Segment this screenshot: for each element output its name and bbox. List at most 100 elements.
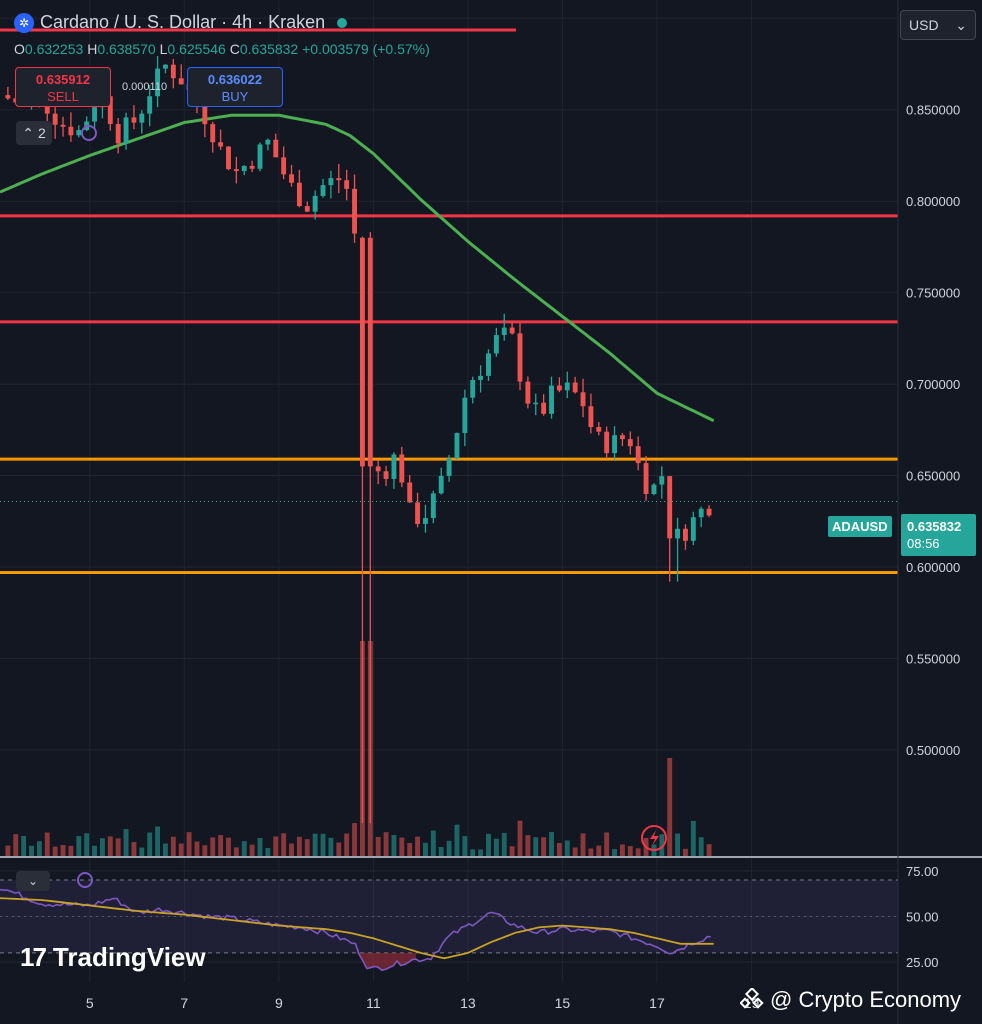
symbol-title: Cardano / U. S. Dollar · 4h · Kraken [40, 12, 326, 32]
volume-bar [462, 836, 468, 856]
volume-bar [580, 833, 586, 856]
volume-bar [501, 832, 507, 856]
moving-average-line [0, 113, 715, 423]
volume-bar [44, 832, 50, 856]
close-label: C [229, 41, 240, 57]
candle-body [438, 475, 444, 494]
candle-body [257, 144, 263, 169]
chart-header[interactable]: ✲ Cardano / U. S. Dollar · 4h · Kraken [14, 12, 348, 33]
rsi-tick-label: 75.00 [906, 864, 939, 879]
volume-bar [493, 838, 499, 856]
volume-bar [541, 837, 547, 856]
volume-bar [383, 832, 389, 856]
volume-bar [509, 846, 515, 856]
volume-bar [289, 843, 294, 856]
price-tick-label: 0.650000 [906, 469, 960, 484]
candle-body [383, 471, 389, 479]
candle-body [52, 113, 58, 125]
price-tick-label: 0.500000 [906, 743, 960, 758]
candle-body [501, 327, 507, 336]
candle-body [131, 117, 137, 123]
rsi-collapse-button[interactable]: ⌄ [16, 871, 50, 891]
volume-bar [139, 847, 145, 856]
time-tick-label: 15 [555, 995, 571, 1011]
volume-bar [549, 831, 554, 856]
volume-bar [13, 834, 19, 856]
sell-button[interactable]: 0.635912 SELL [15, 67, 111, 107]
candle-body [92, 107, 97, 122]
candle-body [115, 124, 121, 144]
indicators-toggle[interactable]: ⌃ 2 [16, 121, 52, 145]
tradingview-wordmark: TradingView [52, 942, 206, 972]
volume-bar [178, 843, 184, 856]
candle-body [391, 454, 397, 479]
tradingview-logo-icon: 17 [20, 942, 47, 972]
time-tick-label: 5 [86, 995, 94, 1011]
change-value: +0.003579 (+0.57%) [302, 41, 430, 57]
volume-bar [635, 848, 641, 856]
candle-body [462, 397, 468, 433]
open-label: O [14, 41, 25, 57]
volume-bar [296, 836, 302, 856]
price-tick-label: 0.750000 [906, 286, 960, 301]
time-tick-label: 19 [744, 995, 760, 1011]
ohlc-legend: O0.632253 H0.638570 L0.625546 C0.635832 … [14, 41, 430, 57]
volume-bar [667, 758, 673, 856]
time-axis[interactable]: 5 7 9 11 13 15 17 19 [86, 995, 760, 1011]
volume-bar [115, 838, 121, 856]
event-marker-icon[interactable] [77, 125, 97, 888]
candle-body [289, 174, 294, 183]
candle-body [107, 96, 113, 125]
candle-body [706, 508, 712, 516]
candle-body [178, 78, 184, 85]
rsi-line [0, 888, 711, 972]
candle-body [564, 382, 570, 391]
volume-bar [423, 842, 428, 856]
grid-lines [0, 0, 898, 982]
close-value: 0.635832 [239, 41, 299, 57]
time-tick-label: 13 [460, 995, 476, 1011]
price-axis[interactable]: 0.9000000.8500000.8000000.7500000.700000… [906, 11, 960, 758]
volume-bar [486, 833, 491, 856]
candle-body [423, 518, 428, 524]
candle-body [170, 64, 176, 79]
candle-body [399, 454, 405, 483]
candle-body [596, 426, 602, 432]
watermark-text: @ Crypto Economy [770, 987, 962, 1012]
candle-body [344, 180, 350, 189]
volume-bar [604, 832, 610, 856]
volume-bar [596, 845, 602, 856]
candle-body [233, 169, 239, 172]
volume-bar [627, 846, 633, 856]
volume-bar [328, 837, 334, 856]
alert-icon[interactable] [641, 825, 667, 851]
currency-select[interactable]: USD ⌄ [900, 10, 976, 40]
volume-bar [675, 833, 681, 856]
rsi-ma-line [0, 897, 714, 960]
volume-bar [84, 833, 90, 856]
candle-body [304, 206, 310, 212]
rsi-oversold-fill [355, 952, 416, 971]
candle-body [541, 402, 547, 414]
rsi-axis[interactable]: 75.00 50.00 25.00 [906, 864, 939, 970]
candle-body [556, 385, 562, 391]
candle-body [76, 130, 82, 136]
candle-body [533, 402, 539, 405]
candle-body [517, 333, 523, 382]
volume-bar [170, 836, 176, 856]
volume-bar [265, 848, 271, 856]
volume-bar [68, 845, 74, 856]
candle-body [493, 335, 499, 354]
candle-body [588, 406, 594, 427]
indicator-count: 2 [37, 125, 46, 141]
low-label: L [159, 41, 168, 57]
candle-body [226, 146, 231, 170]
volume-bar [352, 823, 357, 856]
time-tick-label: 17 [649, 995, 665, 1011]
crypto-economy-watermark: @ Crypto Economy [740, 987, 961, 1013]
buy-button[interactable]: 0.636022 BUY [187, 67, 283, 107]
candle-body [470, 379, 476, 398]
open-value: 0.632253 [24, 41, 84, 57]
candle-body [415, 502, 421, 524]
